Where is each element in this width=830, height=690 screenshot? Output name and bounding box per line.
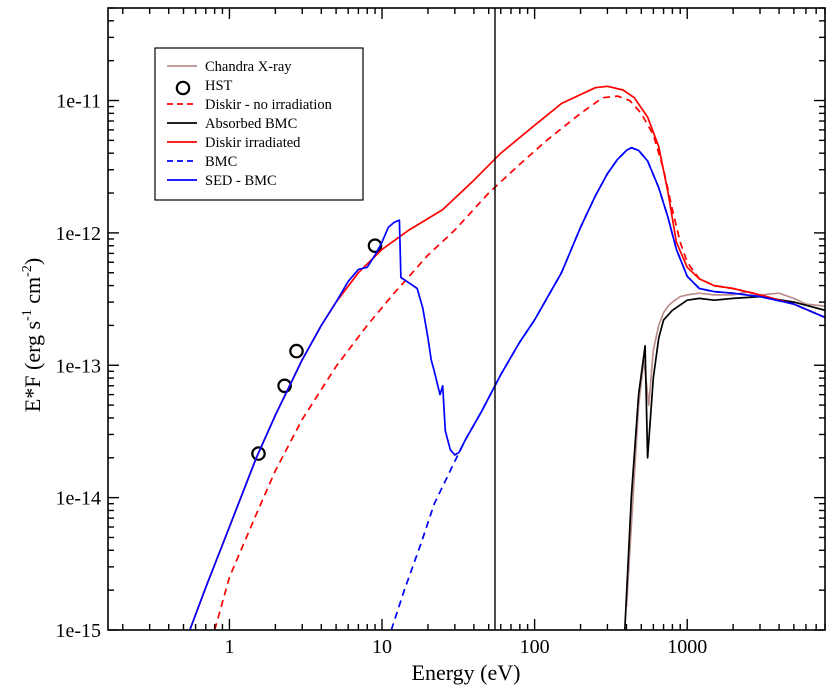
y-axis-label-sup1: -1 [20, 309, 35, 321]
y-axis-label-sup2: -2 [20, 265, 35, 277]
hst-point-3 [289, 343, 304, 359]
legend-label-diskir-irradiated: Diskir irradiated [205, 135, 301, 151]
legend-box [154, 47, 364, 201]
hst-point-4 [367, 238, 383, 253]
series-chandra-x-ray [625, 290, 825, 607]
y-tick-label-1e-15: 1e-15 [55, 620, 101, 642]
legend-label-sed-bmc: SED - BMC [205, 173, 277, 189]
axis-ticks [108, 7, 826, 631]
y-tick-label-1e-12: 1e-12 [55, 223, 101, 245]
tick-labels: 1 10 100 1000 1e-15 1e-14 1e-13 1e-12 1e-11 [55, 91, 707, 658]
legend-label-hst: HST [205, 78, 233, 94]
y-axis-label-end: ) [20, 258, 45, 265]
plot-frame [107, 7, 826, 631]
series-layer [189, 85, 825, 630]
series-diskir-no-irradiation [213, 95, 825, 630]
x-tick-label-10: 10 [372, 636, 392, 658]
y-tick-label-1e-11: 1e-11 [56, 91, 101, 113]
x-axis-label: Energy (eV) [412, 660, 521, 685]
y-axis-label-mid: cm [20, 277, 45, 309]
series-absorbed-bmc [623, 295, 825, 630]
legend: Chandra X-ray HST Diskir - no irradiation A… [154, 47, 364, 201]
legend-label-bmc: BMC [205, 154, 237, 170]
x-tick-label-100: 100 [520, 636, 550, 658]
y-tick-label-1e-13: 1e-13 [55, 355, 101, 377]
hst-point-1 [251, 446, 266, 461]
x-tick-label-1: 1 [224, 636, 234, 658]
hst-point-2 [277, 378, 292, 394]
legend-swatch-hst [175, 80, 191, 96]
legend-label-diskir-no-irradiation: Diskir - no irradiation [205, 97, 333, 113]
y-tick-label-1e-14: 1e-14 [55, 488, 101, 510]
legend-items: Chandra X-ray HST Diskir - no irradiation A… [167, 59, 333, 189]
y-axis-label-main: E*F (erg s [20, 321, 45, 412]
legend-label-absorbed-bmc: Absorbed BMC [205, 116, 297, 132]
legend-label-chandra-x-ray: Chandra X-ray [205, 59, 292, 75]
x-tick-label-1000: 1000 [667, 636, 707, 658]
series-sed-bmc [189, 146, 825, 630]
y-axis-label: E*F (erg s-1 cm-2) [20, 258, 45, 412]
